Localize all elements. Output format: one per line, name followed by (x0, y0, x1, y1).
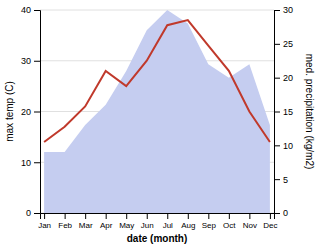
tick-label: Apr (100, 221, 113, 230)
tick: 15 (274, 107, 293, 117)
tick-mark (147, 213, 148, 219)
tick-label: 40 (21, 5, 31, 15)
tick: 0 (26, 208, 40, 218)
tick-mark (34, 10, 40, 11)
tick-mark (106, 213, 107, 219)
tick: 10 (21, 158, 40, 168)
tick-label: 20 (283, 73, 293, 83)
tick: 10 (274, 141, 293, 151)
tick-mark (85, 213, 86, 219)
chart: Jan Feb Mar Apr May Jun Jul Aug Sep Oct Nov Dec 0 10 2… (0, 0, 318, 247)
axis-line (275, 11, 281, 214)
tick-mark (167, 213, 168, 219)
grid (40, 10, 274, 213)
y2-axis-title: med. precipitation (kg/m2) (304, 54, 315, 170)
y2-axis: 0 5 10 15 20 25 30 (274, 5, 293, 218)
area (44, 10, 270, 213)
tick-mark (274, 78, 280, 79)
tick: 30 (274, 5, 293, 15)
tick: Feb (58, 213, 72, 230)
tick-mark (65, 213, 66, 219)
tick-label: 15 (283, 107, 293, 117)
tick-label: 5 (283, 175, 288, 185)
tick-label: 20 (21, 107, 31, 117)
tick-mark (126, 213, 127, 219)
x-axis-title: date (month) (127, 233, 188, 244)
tick-label: May (119, 221, 134, 230)
tick: Jul (163, 213, 173, 230)
tick-mark (34, 112, 40, 113)
tick: 40 (21, 5, 40, 15)
tick-mark (274, 44, 280, 45)
tick-mark (270, 213, 271, 219)
tick-label: Feb (58, 221, 72, 230)
tick-label: Aug (181, 221, 195, 230)
tick-mark (34, 213, 40, 214)
tick-mark (34, 61, 40, 62)
tick: May (119, 213, 134, 230)
y-axis: 0 10 20 30 40 (21, 5, 41, 218)
tick: Jan (38, 213, 51, 230)
tick: Aug (181, 213, 195, 230)
tick-mark (208, 213, 209, 219)
grid-line (40, 10, 274, 11)
tick-mark (44, 213, 45, 219)
tick-mark (274, 179, 280, 180)
tick-label: 30 (21, 56, 31, 66)
tick-label: 25 (283, 39, 293, 49)
tick-label: Mar (79, 221, 93, 230)
tick-label: Oct (223, 221, 236, 230)
tick: 30 (21, 56, 40, 66)
tick-label: 10 (21, 158, 31, 168)
tick: 20 (21, 107, 40, 117)
tick: 25 (274, 39, 293, 49)
axis-line (41, 214, 275, 220)
tick-label: Dec (263, 221, 277, 230)
tick: Dec (263, 213, 277, 230)
tick-label: Jan (38, 221, 51, 230)
tick: 5 (274, 175, 288, 185)
tick: Oct (223, 213, 236, 230)
tick: Apr (100, 213, 113, 230)
tick: 20 (274, 73, 293, 83)
tick-mark (274, 213, 280, 214)
tick-label: 30 (283, 5, 293, 15)
line (44, 20, 270, 142)
tick-label: Jun (141, 221, 154, 230)
tick-mark (34, 162, 40, 163)
tick-mark (274, 145, 280, 146)
axis-line (34, 11, 41, 214)
tick-mark (274, 10, 280, 11)
x-axis: Jan Feb Mar Apr May Jun Jul Aug Sep Oct Nov Dec (38, 213, 277, 230)
tick-label: Jul (163, 221, 173, 230)
tick: Nov (243, 213, 257, 230)
tick-label: 0 (26, 208, 31, 218)
tick-mark (274, 112, 280, 113)
tick-mark (188, 213, 189, 219)
tick: Jun (141, 213, 154, 230)
tick-label: 0 (283, 208, 288, 218)
tick-mark (249, 213, 250, 219)
tick: Mar (79, 213, 93, 230)
tick-label: 10 (283, 141, 293, 151)
y-axis-title: max temp (C) (4, 81, 15, 142)
tick-label: Sep (202, 221, 217, 230)
tick: 0 (274, 208, 288, 218)
tick: Sep (202, 213, 217, 230)
tick-label: Nov (243, 221, 257, 230)
plot: Jan Feb Mar Apr May Jun Jul Aug Sep Oct Nov Dec 0 10 2… (21, 5, 293, 229)
tick-mark (229, 213, 230, 219)
marks (44, 10, 270, 213)
